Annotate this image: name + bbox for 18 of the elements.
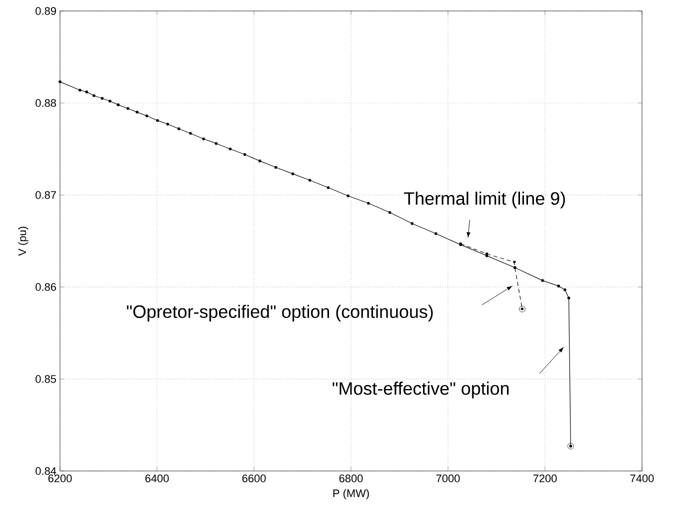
x-tick-label: 6200	[48, 474, 72, 482]
x-tick-label: 7000	[436, 474, 460, 482]
x-tick-label: 6400	[145, 474, 169, 482]
y-tick-label: 0.89	[36, 7, 56, 15]
annotation: "Opretor-specified" option (continuous)	[126, 304, 433, 322]
x-tick-label: 7200	[533, 474, 557, 482]
annotation: "Most-effective" option	[332, 382, 509, 398]
x-tick-label: 7400	[630, 474, 654, 482]
y-tick-label: 0.86	[36, 283, 56, 291]
y-tick-label: 0.85	[36, 375, 56, 383]
y-tick-label: 0.88	[36, 99, 56, 107]
x-tick-label: 6600	[242, 474, 266, 482]
y-axis-title: V (pu)	[18, 226, 28, 256]
y-tick-label: 0.87	[36, 191, 56, 199]
x-tick-label: 6800	[339, 474, 363, 482]
y-tick-label: 0.84	[36, 467, 56, 475]
x-axis-title: P (MW)	[333, 489, 369, 500]
annotation: Thermal limit (line 9)	[404, 192, 565, 208]
